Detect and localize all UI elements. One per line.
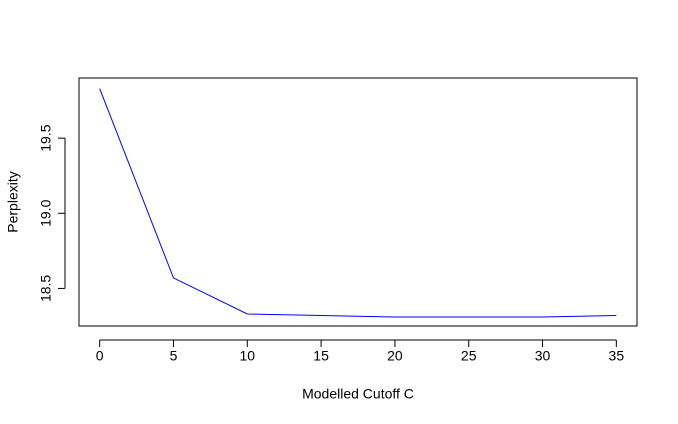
y-axis-label: Perplexity <box>5 171 21 232</box>
y-tick-label: 19.0 <box>38 199 54 226</box>
x-tick-label: 15 <box>313 348 329 364</box>
x-tick-label: 35 <box>609 348 625 364</box>
x-tick-label: 0 <box>96 348 104 364</box>
x-tick-label: 5 <box>170 348 178 364</box>
y-tick-label: 18.5 <box>38 275 54 302</box>
x-tick-label: 30 <box>535 348 551 364</box>
plot-frame <box>78 77 638 327</box>
data-line <box>99 88 617 318</box>
x-tick-label: 10 <box>239 348 255 364</box>
x-axis-label: Modelled Cutoff C <box>302 386 414 402</box>
x-tick-label: 25 <box>461 348 477 364</box>
y-tick-label: 19.5 <box>38 124 54 151</box>
x-tick-label: 20 <box>387 348 403 364</box>
